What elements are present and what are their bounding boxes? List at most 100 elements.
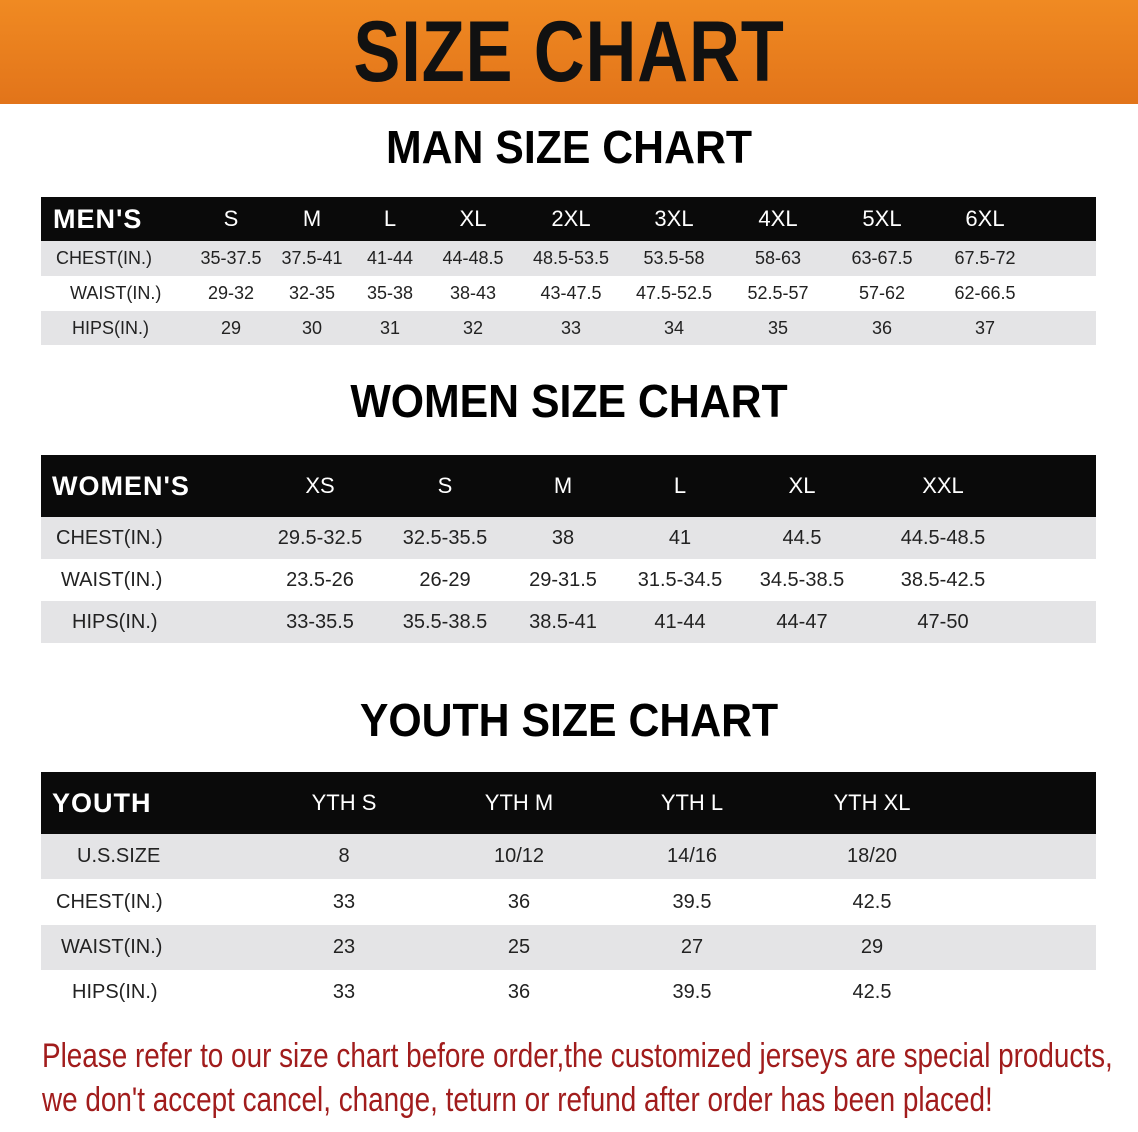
measurement-value: 37.5-41 [281, 248, 343, 268]
size-column-header: 2XL [551, 206, 591, 231]
notice-line-1: Please refer to our size chart before or… [42, 1037, 1113, 1075]
measurement-value: 37 [974, 317, 996, 338]
measurement-value: 34 [663, 317, 685, 338]
size-column-header: YTH S [311, 790, 377, 815]
size-column-header: L [673, 473, 687, 498]
measurement-value: 31.5-34.5 [637, 568, 723, 591]
measurement-value: 39.5 [672, 890, 712, 913]
measurement-value: 33-35.5 [286, 610, 354, 633]
measurement-value: 32-35 [288, 283, 336, 303]
page-title: SIZE CHART [353, 4, 785, 100]
measurement-value: 57-62 [858, 283, 906, 303]
measurement-value: 42.5 [852, 890, 892, 913]
size-column-header: XL [459, 206, 487, 231]
measurement-value: 33 [332, 981, 356, 1003]
measurement-value: 29.5-32.5 [277, 526, 363, 549]
table-corner-label: WOMEN'S [52, 470, 190, 501]
size-column-header: 4XL [758, 206, 798, 231]
measurement-label: CHEST(IN.) [56, 248, 152, 268]
measurement-value: 31 [379, 317, 401, 338]
size-column-header: 5XL [862, 206, 902, 231]
table-row: WAIST(IN.) 29-32 32-35 35-38 38-43 43-47.5 47.… [41, 276, 1096, 311]
measurement-value: 53.5-58 [643, 248, 705, 268]
measurement-value: 29-32 [207, 283, 255, 303]
measurement-value: 38.5-41 [529, 610, 597, 633]
measurement-label: HIPS(IN.) [72, 981, 158, 1003]
measurement-value: 35-37.5 [200, 248, 262, 268]
size-column-header: XXL [922, 473, 964, 498]
size-column-header: 3XL [654, 206, 694, 231]
table-row: CHEST(IN.) 33 36 39.5 42.5 [41, 879, 1096, 925]
table-row: WAIST(IN.) 23.5-26 26-29 29-31.5 31.5-34.5 34… [41, 559, 1096, 601]
measurement-label: WAIST(IN.) [61, 568, 163, 591]
measurement-label: HIPS(IN.) [72, 610, 158, 633]
size-column-header: M [302, 206, 322, 231]
measurement-value: 35-38 [366, 283, 414, 303]
table-row: CHEST(IN.) 29.5-32.5 32.5-35.5 38 41 44.5 44.5… [41, 517, 1096, 559]
measurement-value: 36 [871, 317, 893, 338]
measurement-value: 43-47.5 [540, 283, 602, 303]
measurement-value: 23 [332, 936, 356, 958]
measurement-value: 36 [507, 890, 531, 913]
measurement-value: 48.5-53.5 [532, 248, 610, 268]
measurement-value: 58-63 [754, 248, 802, 268]
women-section-title: WOMEN SIZE CHART [350, 375, 788, 427]
measurement-value: 32.5-35.5 [402, 526, 488, 549]
measurement-value: 18/20 [846, 845, 898, 867]
size-column-header: YTH M [484, 790, 554, 815]
measurement-value: 33 [560, 317, 582, 338]
table-row: HIPS(IN.) 29 30 31 32 33 34 35 36 37 [41, 311, 1096, 345]
measurement-value: 34.5-38.5 [759, 568, 845, 591]
table-corner-label: MEN'S [53, 203, 143, 234]
size-column-header: XL [788, 473, 816, 498]
measurement-value: 38.5-42.5 [900, 568, 986, 591]
size-column-header: M [553, 473, 573, 498]
measurement-label: CHEST(IN.) [56, 890, 163, 913]
measurement-value: 44-47 [776, 610, 828, 633]
measurement-value: 36 [507, 981, 531, 1003]
table-row: U.S.SIZE 8 10/12 14/16 18/20 [41, 834, 1096, 879]
size-column-header: 6XL [965, 206, 1005, 231]
measurement-value: 26-29 [419, 568, 471, 591]
measurement-value: 38-43 [449, 283, 497, 303]
measurement-label: HIPS(IN.) [72, 317, 150, 338]
measurement-value: 35.5-38.5 [402, 610, 488, 633]
measurement-value: 47-50 [917, 610, 969, 633]
table-corner-label: YOUTH [52, 787, 152, 818]
notice-line-2: we don't accept cancel, change, teturn o… [42, 1081, 993, 1119]
table-row: HIPS(IN.) 33-35.5 35.5-38.5 38.5-41 41-44 44-… [41, 601, 1096, 643]
measurement-value: 23.5-26 [286, 568, 354, 591]
measurement-value: 44-48.5 [442, 248, 504, 268]
measurement-value: 39.5 [672, 981, 712, 1003]
measurement-value: 35 [767, 317, 789, 338]
measurement-label: CHEST(IN.) [56, 526, 163, 549]
size-column-header: S [437, 473, 453, 498]
measurement-value: 33 [332, 890, 356, 913]
measurement-value: 29 [860, 936, 884, 958]
size-column-header: S [223, 206, 239, 231]
measurement-value: 47.5-52.5 [635, 283, 713, 303]
measurement-label: WAIST(IN.) [61, 936, 163, 958]
table-row: WAIST(IN.) 23 25 27 29 [41, 925, 1096, 970]
measurement-value: 67.5-72 [954, 248, 1016, 268]
measurement-label: WAIST(IN.) [70, 283, 162, 303]
table-row: HIPS(IN.) 33 36 39.5 42.5 [41, 970, 1096, 1015]
size-column-header: YTH XL [833, 790, 911, 815]
measurement-value: 25 [507, 936, 531, 958]
size-column-header: L [383, 206, 397, 231]
title-banner: SIZE CHART [0, 0, 1138, 104]
youth-section-title: YOUTH SIZE CHART [359, 694, 779, 746]
measurement-value: 29-31.5 [529, 568, 597, 591]
measurement-label: U.S.SIZE [77, 845, 161, 867]
measurement-value: 41-44 [654, 610, 706, 633]
measurement-value: 38 [551, 526, 575, 549]
measurement-value: 32 [462, 317, 484, 338]
size-column-header: YTH L [660, 790, 724, 815]
measurement-value: 44.5 [782, 526, 822, 549]
table-header-row: YOUTH YTH S YTH M YTH L YTH XL [41, 772, 1096, 834]
measurement-value: 10/12 [493, 845, 545, 867]
measurement-value: 62-66.5 [954, 283, 1016, 303]
table-header-row: MEN'S S M L XL 2XL 3XL 4XL 5XL 6XL [41, 197, 1096, 241]
measurement-value: 44.5-48.5 [900, 526, 986, 549]
measurement-value: 63-67.5 [851, 248, 913, 268]
